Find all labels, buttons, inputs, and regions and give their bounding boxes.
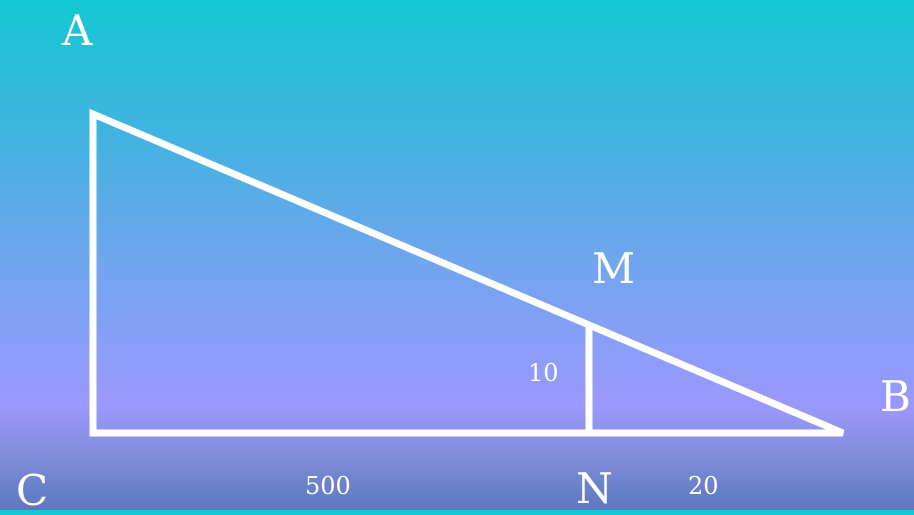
vertex-label-c: C: [16, 466, 49, 515]
length-label-cn: 500: [305, 472, 351, 500]
triangle-abc: [89, 108, 845, 437]
vertex-label-b: B: [880, 372, 911, 421]
length-label-nb: 20: [688, 472, 719, 500]
length-label-mn: 10: [528, 359, 559, 387]
vertex-label-n: N: [576, 464, 613, 513]
vertex-label-a: A: [62, 6, 93, 55]
vertex-label-m: M: [592, 244, 636, 293]
